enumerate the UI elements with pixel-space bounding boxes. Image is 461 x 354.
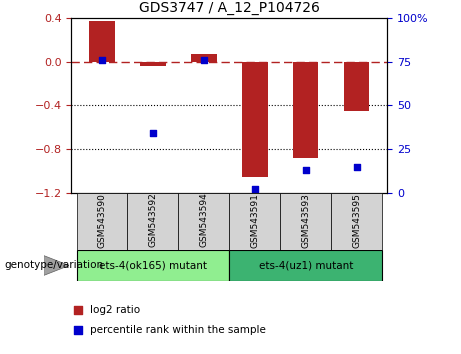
- Point: [251, 187, 259, 192]
- Bar: [89, 21, 115, 62]
- Bar: [242, 62, 267, 177]
- Bar: [280, 193, 331, 250]
- Bar: [344, 62, 369, 111]
- Bar: [230, 250, 382, 281]
- Text: genotype/variation: genotype/variation: [5, 261, 104, 270]
- Point: [353, 164, 361, 170]
- Bar: [128, 193, 178, 250]
- Text: GSM543592: GSM543592: [148, 193, 158, 247]
- Point: [302, 167, 309, 173]
- Point: [200, 57, 207, 63]
- Bar: [230, 193, 280, 250]
- Text: GSM543590: GSM543590: [98, 193, 106, 247]
- Text: GSM543595: GSM543595: [352, 193, 361, 247]
- Text: ets-4(ok165) mutant: ets-4(ok165) mutant: [99, 261, 207, 270]
- Bar: [140, 62, 165, 66]
- Bar: [77, 193, 128, 250]
- Bar: [178, 193, 230, 250]
- Text: GSM543594: GSM543594: [199, 193, 208, 247]
- Text: GSM543593: GSM543593: [301, 193, 310, 247]
- Bar: [293, 62, 319, 158]
- Text: percentile rank within the sample: percentile rank within the sample: [90, 325, 266, 336]
- Title: GDS3747 / A_12_P104726: GDS3747 / A_12_P104726: [139, 1, 320, 15]
- Bar: [331, 193, 382, 250]
- Bar: [191, 54, 217, 62]
- Point: [74, 307, 82, 313]
- Point: [149, 131, 157, 136]
- Bar: [77, 250, 230, 281]
- Text: GSM543591: GSM543591: [250, 193, 260, 247]
- Text: ets-4(uz1) mutant: ets-4(uz1) mutant: [259, 261, 353, 270]
- Point: [98, 57, 106, 63]
- Polygon shape: [44, 256, 69, 275]
- Point: [74, 328, 82, 333]
- Text: log2 ratio: log2 ratio: [90, 305, 141, 315]
